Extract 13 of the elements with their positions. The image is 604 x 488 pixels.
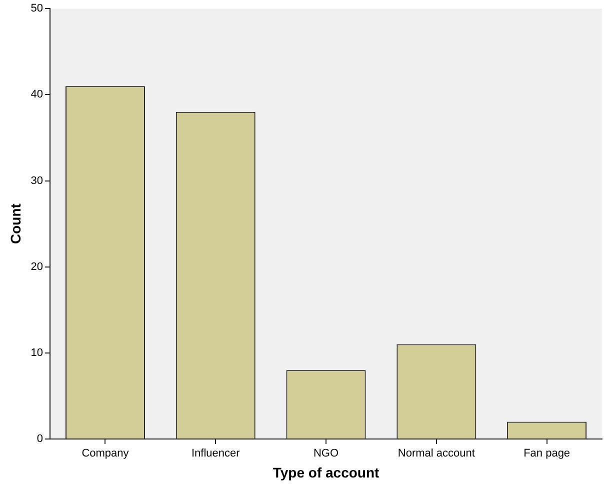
x-axis-title: Type of account (272, 464, 380, 480)
y-tick-label: 30 (30, 174, 44, 187)
y-tick-label: 0 (36, 433, 44, 446)
y-tick-label: 10 (30, 346, 44, 359)
y-tick-label: 40 (30, 88, 44, 101)
y-tick-label: 20 (30, 260, 44, 273)
x-tick-label: Company (82, 448, 130, 460)
x-tick-label: Normal account (398, 448, 475, 460)
y-tick-label: 50 (30, 2, 44, 15)
x-tick-label: Fan page (524, 448, 570, 460)
x-tick-label: NGO (313, 448, 339, 460)
x-tick-label: Influencer (191, 448, 240, 460)
y-axis-title: Count (7, 203, 24, 244)
